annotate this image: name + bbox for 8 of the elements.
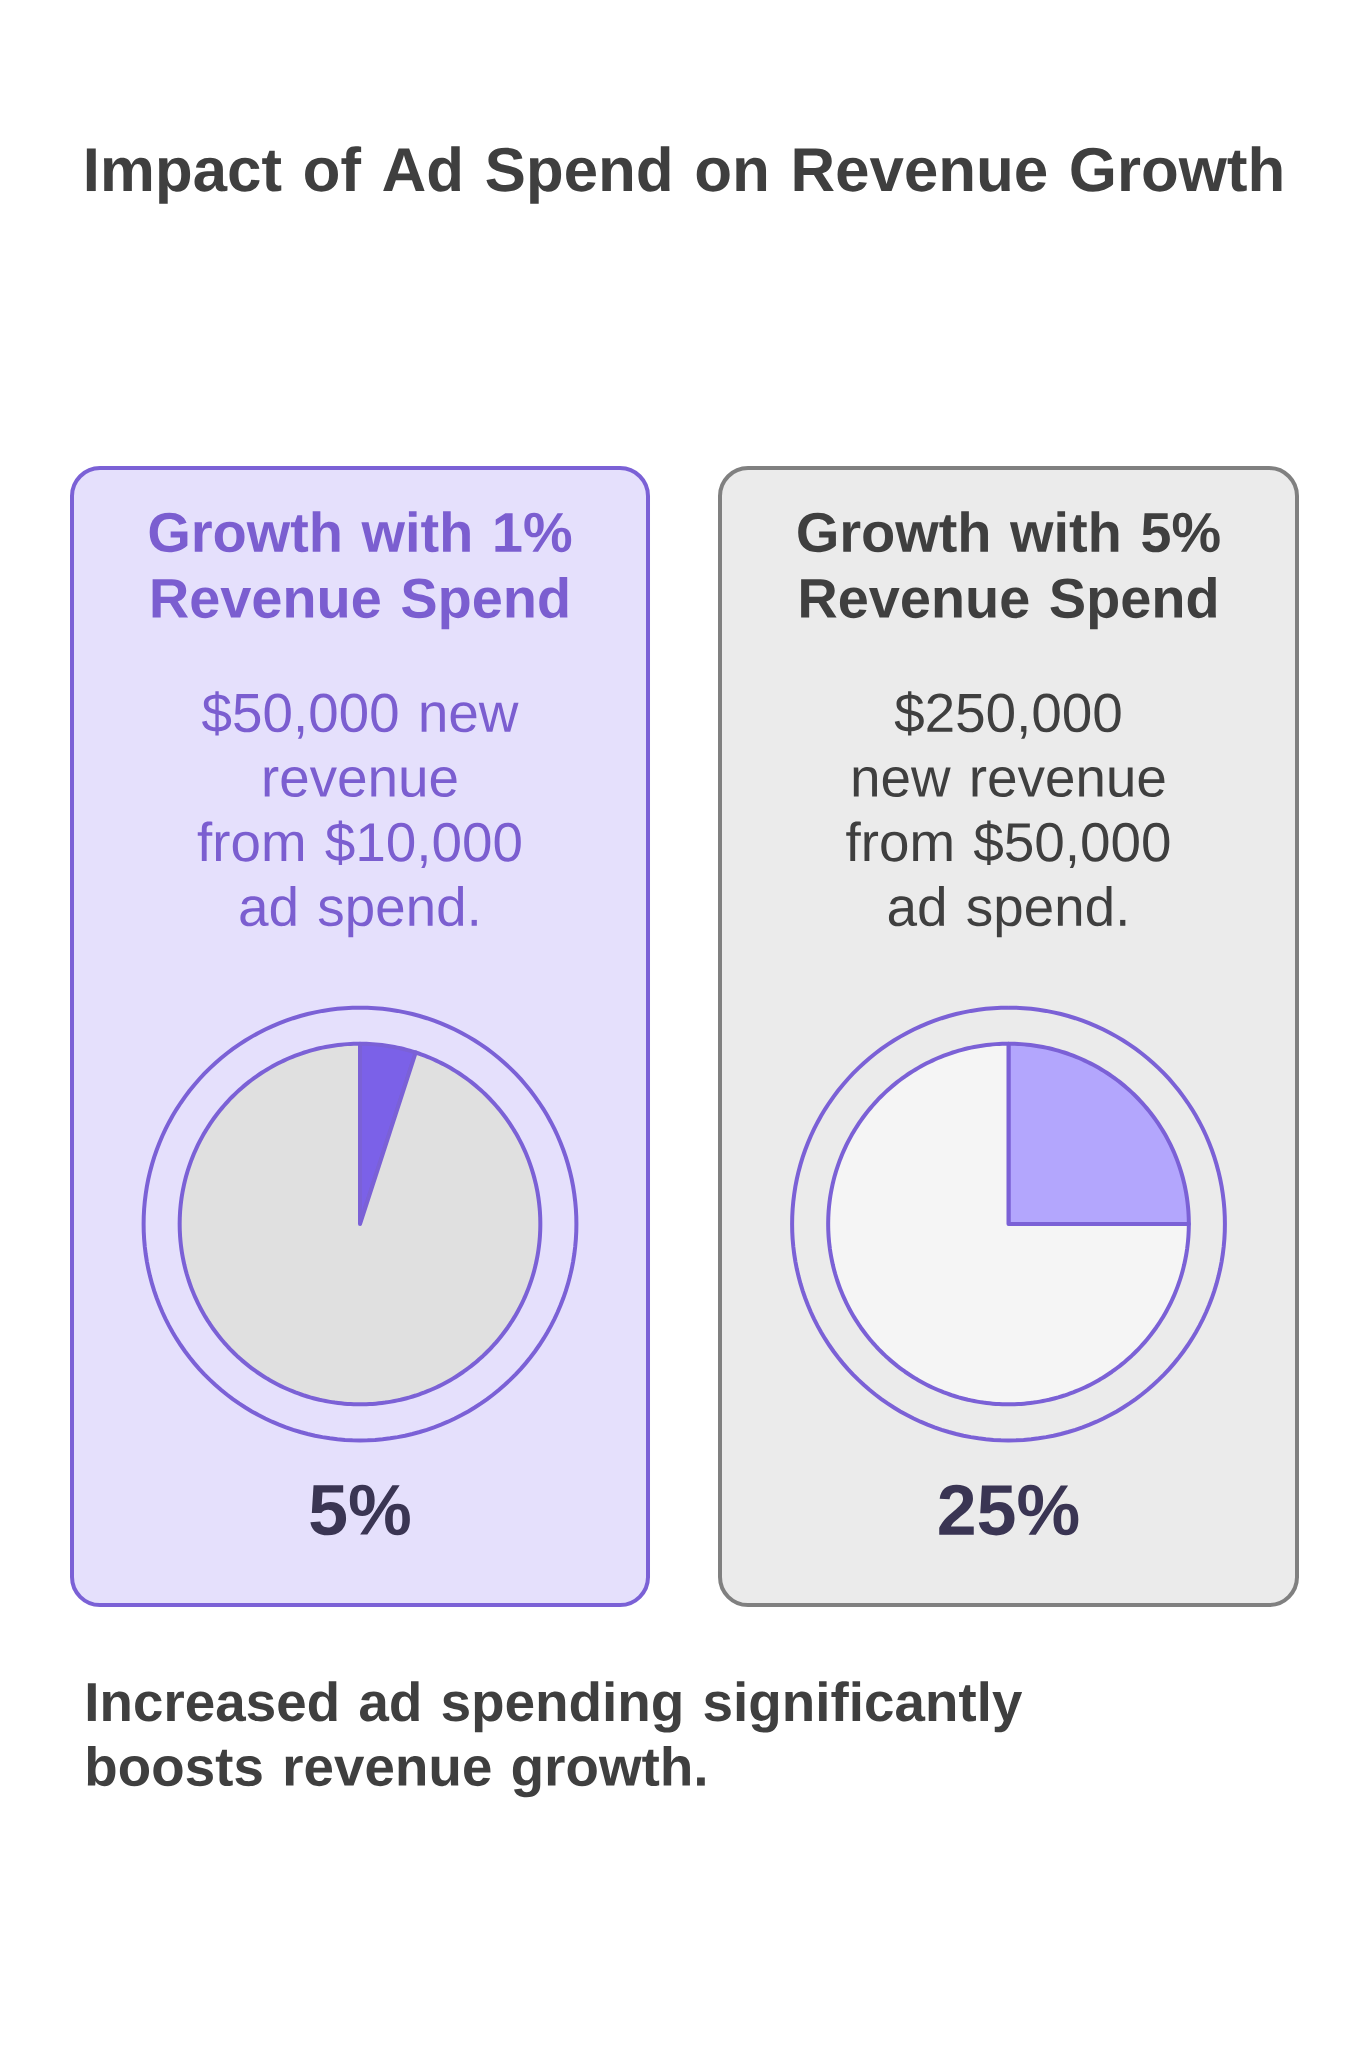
- text: 5%: [310, 1484, 410, 1536]
- chart-subtitle: $50,000 new revenue from $10,000 ad spend.: [197, 691, 521, 938]
- text: 25%: [939, 1484, 1079, 1536]
- chart-title: Growth with 5% Revenue Spend: [798, 511, 1220, 630]
- text: Increased ad spending significantly boosts revenue growth.: [87, 1681, 1023, 1798]
- text: Impact of Ad Spend on Revenue Growth: [86, 146, 1282, 204]
- chart-subtitle: $250,000 new revenue from $50,000 ad spend.: [846, 691, 1170, 938]
- chart-title: Growth with 1% Revenue Spend: [149, 511, 572, 630]
